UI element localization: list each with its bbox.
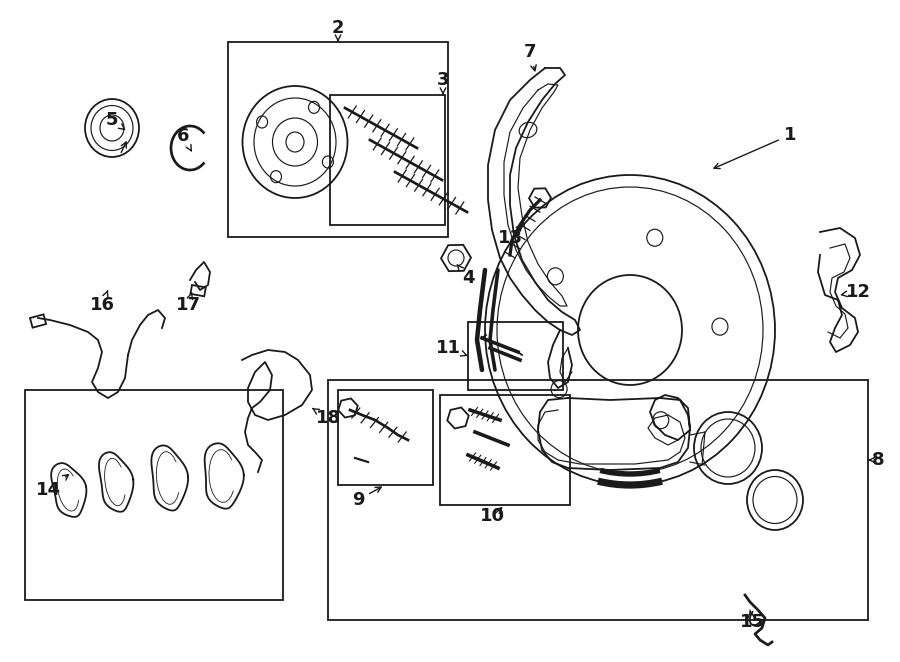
Text: 13: 13 — [498, 224, 523, 247]
Text: 3: 3 — [436, 71, 449, 95]
Bar — [328, 380, 868, 620]
Text: 7: 7 — [524, 43, 536, 71]
Bar — [30, 314, 46, 328]
Text: 4: 4 — [457, 265, 474, 287]
Bar — [191, 285, 206, 297]
Text: 11: 11 — [436, 339, 467, 357]
Bar — [338, 390, 433, 485]
Text: 6: 6 — [176, 127, 192, 151]
Text: 12: 12 — [842, 283, 870, 301]
Text: 16: 16 — [89, 291, 114, 314]
Bar — [468, 322, 563, 390]
Text: 14: 14 — [35, 475, 68, 499]
Text: 17: 17 — [176, 293, 201, 314]
Text: 15: 15 — [740, 610, 764, 631]
Bar — [228, 42, 448, 237]
Text: 2: 2 — [332, 19, 344, 40]
Bar — [25, 390, 283, 600]
Text: 10: 10 — [480, 507, 505, 525]
Bar — [330, 95, 445, 225]
Text: 5: 5 — [106, 111, 124, 129]
Text: 8: 8 — [868, 451, 885, 469]
Text: 9: 9 — [352, 487, 382, 509]
Text: 18: 18 — [312, 408, 340, 427]
Text: 1: 1 — [714, 126, 796, 169]
Bar — [440, 395, 570, 505]
